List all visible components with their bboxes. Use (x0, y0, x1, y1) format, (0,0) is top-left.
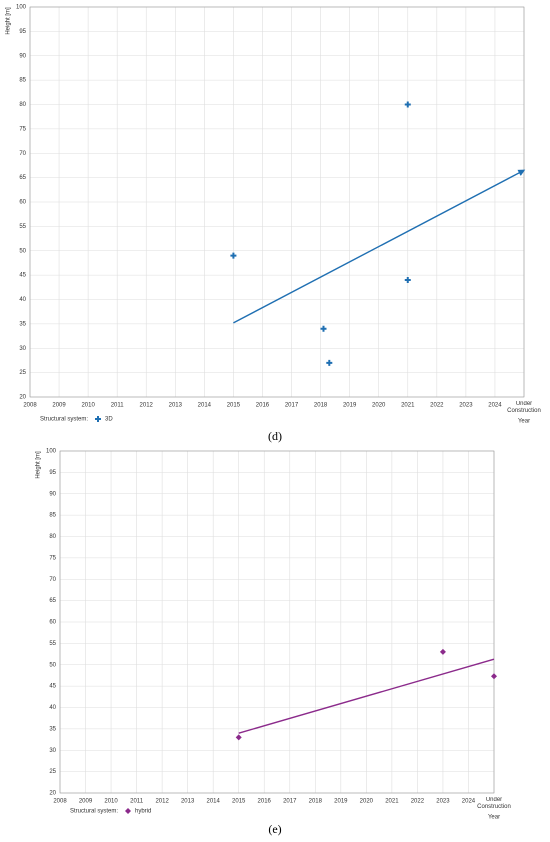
y-tick-label: 40 (19, 297, 26, 303)
y-tick-label: 25 (49, 769, 56, 775)
y-tick-label: 85 (49, 513, 56, 519)
x-tick-label: Under Construction (477, 797, 511, 810)
data-point (491, 673, 497, 680)
legend-title: Structural system: (40, 417, 88, 423)
x-tick-label: 2010 (104, 799, 118, 805)
y-tick-label: 95 (19, 29, 26, 35)
y-tick-label: 90 (19, 53, 26, 59)
y-tick-label: 100 (16, 5, 27, 11)
plot-frame (29, 6, 525, 398)
y-tick-label: 45 (49, 684, 56, 690)
x-tick-label: 2016 (258, 799, 272, 805)
y-tick-label: 75 (49, 555, 56, 561)
x-tick-label: Under Construction (507, 401, 541, 414)
x-tick-label: 2023 (459, 403, 473, 409)
legend-label: 3D (105, 417, 113, 423)
y-tick-label: 55 (19, 224, 26, 230)
y-tick-label: 25 (19, 370, 26, 376)
x-tick-label: 2019 (343, 403, 357, 409)
y-tick-label: 30 (19, 346, 26, 352)
legend-marker (95, 416, 101, 422)
y-tick-label: 20 (19, 395, 26, 401)
x-tick-label: 2020 (360, 799, 374, 805)
y-tick-label: 80 (49, 534, 56, 540)
y-tick-label: 50 (49, 662, 56, 668)
legend-label: hybrid (135, 809, 151, 815)
x-tick-label: 2021 (385, 799, 399, 805)
x-tick-label: 2022 (430, 403, 444, 409)
x-tick-label: 2018 (314, 403, 328, 409)
x-tick-label: 2009 (52, 403, 66, 409)
x-tick-label: Under Construction (507, 401, 541, 414)
y-tick-label: 40 (49, 705, 56, 711)
y-tick-label: 20 (49, 791, 56, 797)
y-tick-label: 35 (49, 726, 56, 732)
x-tick-label: 2020 (372, 403, 386, 409)
x-tick-label: 2008 (53, 799, 67, 805)
y-tick-label: 85 (19, 78, 26, 84)
data-point (235, 734, 242, 741)
x-tick-label: 2016 (256, 403, 270, 409)
x-tick-label: 2021 (401, 403, 415, 409)
x-tick-label: 2019 (334, 799, 348, 805)
x-tick-label: 2011 (130, 799, 144, 805)
x-tick-label: 2010 (81, 403, 95, 409)
caption: (d) (268, 429, 282, 443)
x-axis-label: Year (488, 815, 500, 821)
y-tick-label: 30 (49, 748, 56, 754)
y-tick-label: 95 (49, 470, 56, 476)
y-tick-label: 65 (49, 598, 56, 604)
x-tick-label: 2023 (436, 799, 450, 805)
x-tick-label: 2015 (232, 799, 246, 805)
y-tick-label: 35 (19, 321, 26, 327)
x-tick-label: 2017 (283, 799, 297, 805)
y-axis-label: Height [m] (6, 7, 12, 35)
x-tick-label: 2011 (111, 403, 125, 409)
x-tick-label: 2012 (140, 403, 154, 409)
trendline (233, 169, 526, 324)
x-tick-label: 2013 (181, 799, 195, 805)
y-tick-label: 45 (19, 273, 26, 279)
x-tick-label: 2024 (488, 403, 502, 409)
x-tick-label: 2008 (23, 403, 37, 409)
data-point (439, 648, 446, 655)
x-tick-label: Under Construction (477, 797, 511, 810)
data-point (326, 359, 333, 366)
x-tick-label: 2024 (462, 799, 476, 805)
y-tick-label: 70 (49, 577, 56, 583)
y-axis-label: Height [m] (36, 451, 42, 479)
x-tick-label: 2013 (169, 403, 183, 409)
y-tick-label: 50 (19, 248, 26, 254)
x-tick-label: 2009 (79, 799, 93, 805)
x-tick-label: 2022 (411, 799, 425, 805)
trendline (238, 658, 495, 734)
data-point (404, 277, 411, 283)
y-tick-label: 65 (19, 175, 26, 181)
data-point (230, 252, 237, 259)
y-tick-label: 80 (19, 102, 26, 108)
x-tick-label: 2018 (309, 799, 323, 805)
y-tick-label: 70 (19, 151, 26, 157)
y-tick-label: 100 (46, 449, 57, 455)
legend-marker (125, 808, 131, 814)
y-tick-label: 75 (19, 126, 26, 132)
caption: (e) (268, 822, 281, 836)
data-point (404, 101, 411, 108)
y-tick-label: 60 (19, 200, 26, 206)
y-tick-label: 90 (49, 491, 56, 497)
data-point (320, 325, 327, 332)
plot-frame (59, 450, 495, 794)
x-tick-label: 2017 (285, 403, 299, 409)
legend-title: Structural system: (70, 809, 118, 815)
x-tick-label: 2012 (155, 799, 169, 805)
x-axis-label: Year (518, 419, 530, 425)
x-tick-label: 2015 (227, 403, 241, 409)
x-tick-label: 2014 (206, 799, 220, 805)
x-tick-label: 2014 (198, 403, 212, 409)
y-tick-label: 60 (49, 620, 56, 626)
y-tick-label: 55 (49, 641, 56, 647)
